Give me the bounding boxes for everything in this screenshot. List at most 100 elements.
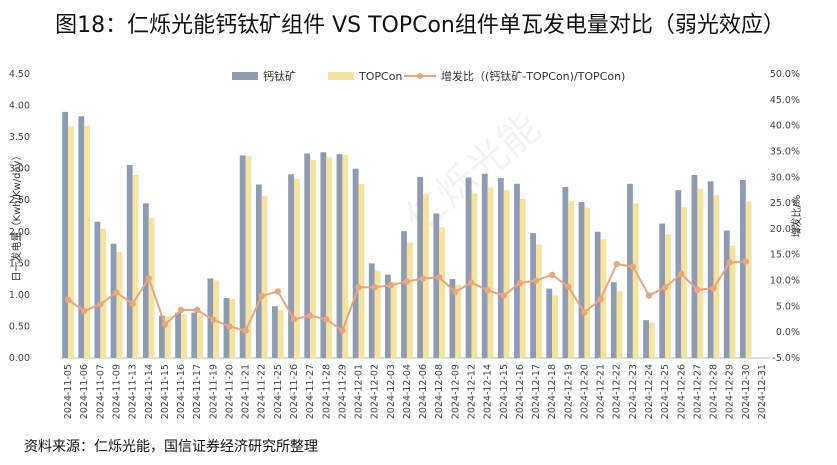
bar-perovskite [610, 282, 617, 358]
y-tick-left: 2.50 [9, 195, 30, 206]
ratio-point [565, 283, 572, 290]
x-tick-label: 2024-12-01 [354, 364, 365, 419]
y-tick-right: 50.0% [770, 69, 800, 80]
x-tick-label: 2024-11-25 [273, 364, 284, 419]
y-tick-right: -5.0% [772, 353, 800, 364]
legend-label-perovskite: 钙钛矿 [263, 69, 296, 83]
bar-perovskite [643, 320, 649, 358]
ratio-point [710, 285, 717, 292]
x-tick-labels: 2024-11-05 2024-11-06 2024-11-07 2024-11-09… [63, 364, 768, 419]
x-tick-label: 2024-12-03 [386, 364, 397, 419]
bar-topcon [245, 156, 252, 358]
ratio-point [371, 284, 378, 291]
bar-perovskite [514, 183, 520, 358]
ratio-point [436, 274, 443, 281]
y-tick-right: 30.0% [770, 172, 800, 183]
ratio-point [500, 292, 507, 299]
x-tick-label: 2024-12-02 [370, 364, 381, 419]
ratio-point [387, 281, 394, 289]
bar-perovskite [546, 288, 553, 358]
bar-topcon [519, 198, 526, 358]
bar-topcon [181, 314, 187, 358]
x-tick-label: 2024-12-16 [515, 364, 526, 419]
bar-topcon [68, 126, 74, 358]
bar-topcon [342, 154, 349, 358]
y-tick-right: 40.0% [770, 121, 800, 132]
ratio-point [339, 327, 346, 334]
bar-perovskite [384, 274, 391, 358]
bar-topcon [293, 178, 300, 358]
y-axis-label-left: 日一发电量（Kwh/Kw/day） [10, 151, 23, 282]
ratio-point [81, 307, 88, 315]
y-tick-left: 4.50 [9, 69, 30, 80]
ratio-point [97, 301, 104, 308]
bar-topcon [358, 183, 365, 358]
bar-topcon [745, 201, 752, 358]
x-tick-label: 2024-12-15 [499, 364, 510, 419]
x-tick-label: 2024-11-21 [241, 364, 252, 419]
bar-topcon [229, 298, 236, 358]
bar-perovskite [223, 298, 230, 358]
ratio-point [403, 278, 411, 285]
x-tick-label: 2024-12-12 [466, 364, 477, 419]
x-tick-label: 2024-12-04 [402, 364, 413, 419]
y-tick-left: 1.00 [9, 290, 30, 301]
x-tick-label: 2024-12-22 [612, 364, 623, 419]
x-tick-label: 2024-11-22 [257, 364, 268, 419]
x-tick-label: 2024-12-20 [579, 364, 590, 419]
ratio-point [323, 316, 330, 323]
bar-topcon [197, 314, 203, 358]
bar-perovskite [368, 263, 375, 358]
ratio-point [629, 263, 637, 270]
x-tick-label: 2024-12-31 [757, 364, 768, 419]
bar-topcon [100, 228, 107, 358]
ratio-point [161, 321, 169, 328]
x-tick-label: 2024-11-26 [289, 364, 300, 419]
legend-marker-ratio [417, 73, 423, 79]
bar-topcon [697, 188, 704, 358]
x-tick-label: 2024-11-29 [337, 364, 348, 419]
bar-perovskite [336, 154, 343, 358]
y-tick-right: 20.0% [770, 224, 800, 235]
x-tick-label: 2024-11-17 [192, 364, 203, 419]
bar-perovskite [78, 116, 85, 358]
ratio-point [193, 306, 201, 314]
bar-topcon [487, 187, 494, 358]
y-tick-left: 3.50 [9, 132, 30, 143]
legend-label-topcon: TOPCon [358, 70, 402, 83]
y-axis-label-right: 增发比/% [790, 195, 803, 238]
ratio-point [548, 271, 556, 279]
bar-topcon [116, 251, 123, 358]
bar-perovskite [594, 231, 601, 358]
source-note: 资料来源：仁烁光能，国信证券经济研究所整理 [24, 439, 318, 455]
y-tick-left: 4.00 [9, 101, 30, 112]
bar-perovskite [433, 213, 440, 358]
bar-perovskite [707, 181, 714, 358]
ratio-point [597, 295, 604, 303]
x-tick-label: 2024-12-17 [531, 364, 542, 419]
x-tick-label: 2024-12-26 [676, 364, 687, 419]
bar-perovskite [497, 178, 504, 358]
legend: 钙钛矿 TOPCon 增发比（(钙钛矿-TOPCon)/TOPCon) [232, 69, 625, 83]
x-tick-label: 2024-11-19 [208, 364, 219, 419]
bar-topcon [729, 245, 736, 358]
ratio-point [645, 292, 653, 299]
bar-topcon [552, 295, 558, 358]
bar-perovskite [723, 230, 730, 358]
ratio-point [113, 289, 120, 296]
y-tick-right: 15.0% [770, 250, 800, 261]
ratio-point [290, 316, 298, 323]
y-tick-right: 45.0% [770, 95, 800, 106]
ratio-point [532, 277, 540, 284]
bar-topcon [132, 174, 139, 358]
bar-perovskite [255, 184, 262, 358]
x-tick-label: 2024-11-09 [111, 364, 122, 419]
bar-topcon [648, 322, 655, 358]
x-tick-label: 2024-12-23 [628, 364, 639, 419]
x-tick-label: 2024-11-15 [160, 364, 171, 419]
bar-topcon [665, 234, 671, 358]
ratio-point [516, 279, 524, 287]
bar-topcon [503, 190, 510, 358]
x-tick-label: 2024-12-19 [563, 364, 574, 419]
bar-topcon [584, 207, 591, 358]
